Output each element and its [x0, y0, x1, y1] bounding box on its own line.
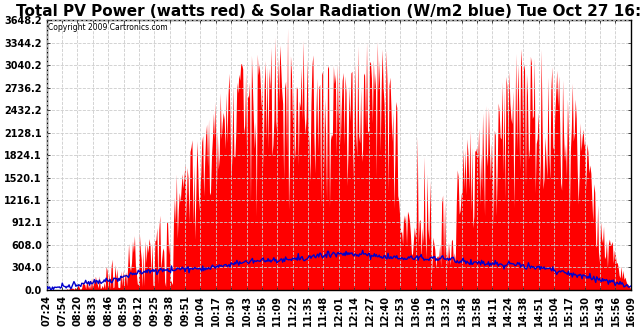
Title: Total PV Power (watts red) & Solar Radiation (W/m2 blue) Tue Oct 27 16:15: Total PV Power (watts red) & Solar Radia… [15, 4, 640, 19]
Text: Copyright 2009 Cartronics.com: Copyright 2009 Cartronics.com [48, 23, 168, 32]
